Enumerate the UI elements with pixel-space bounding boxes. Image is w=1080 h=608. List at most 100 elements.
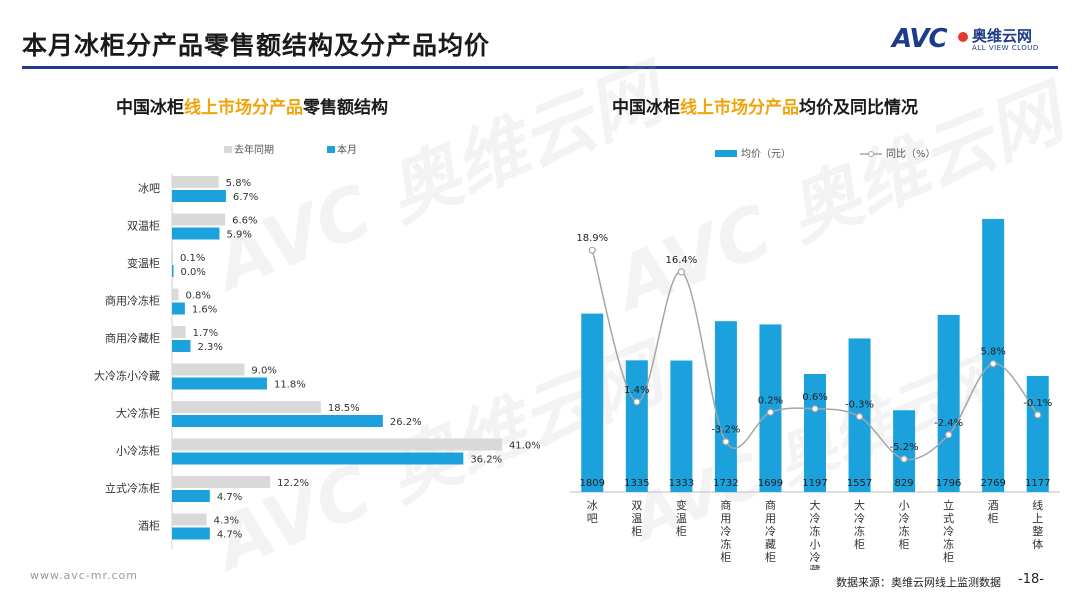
category-label-char: 冻 xyxy=(899,524,910,538)
category-label-char: 冻 xyxy=(810,524,821,538)
category-label-char: 冻 xyxy=(943,537,954,551)
left-title-prefix: 中国冰柜 xyxy=(116,98,184,118)
legend-marker-yoy xyxy=(868,151,874,157)
left-chart-title: 中国冰柜线上市场分产品零售额结构 xyxy=(116,93,388,118)
right-chart-title: 中国冰柜线上市场分产品均价及同比情况 xyxy=(612,93,918,118)
bar-avg-price xyxy=(804,373,826,492)
left-title-suffix: 零售额结构 xyxy=(303,98,388,118)
bar-avg-price xyxy=(1026,375,1049,492)
data-label-last-year: 5.8% xyxy=(226,178,251,189)
category-label-char: 双 xyxy=(631,499,642,512)
data-label-yoy: -2.4% xyxy=(934,418,963,429)
category-label-char: 式 xyxy=(943,512,954,525)
bar-avg-price xyxy=(625,360,648,492)
bar-current xyxy=(172,452,464,465)
bar-last-year xyxy=(172,513,207,526)
bar-avg-price xyxy=(893,410,916,492)
point-yoy xyxy=(900,455,908,463)
category-label-char: 柜 xyxy=(765,551,776,564)
category-label: 冰吧 xyxy=(138,182,160,195)
bar-current xyxy=(172,527,210,540)
data-label-yoy: 1.4% xyxy=(624,385,649,396)
bar-avg-price xyxy=(670,360,693,492)
footer-url: www.avc-mr.com xyxy=(30,569,138,582)
bar-last-year xyxy=(172,288,179,301)
legend-swatch-last-year xyxy=(224,146,232,153)
point-yoy xyxy=(677,268,685,276)
legend-label-last-year: 去年同期 xyxy=(234,143,274,156)
legend-label-yoy: 同比（%） xyxy=(886,148,936,160)
category-label-char: 柜 xyxy=(676,525,687,538)
bar-last-year xyxy=(172,251,173,263)
data-label-current: 11.8% xyxy=(274,380,306,391)
data-label-current: 26.2% xyxy=(390,417,422,428)
category-label-char: 冷 xyxy=(854,512,865,525)
data-label-yoy: 0.6% xyxy=(802,392,827,403)
category-label-char: 冷 xyxy=(720,525,731,538)
data-label-yoy: -5.2% xyxy=(890,442,919,453)
data-label-last-year: 12.2% xyxy=(277,478,309,489)
point-yoy xyxy=(633,398,641,406)
data-label-last-year: 0.1% xyxy=(180,253,205,264)
data-label-avg-price: 1333 xyxy=(669,478,694,489)
category-label-char: 体 xyxy=(1032,537,1043,551)
category-label-char: 冻 xyxy=(720,537,731,551)
bar-last-year xyxy=(172,213,226,226)
category-label-char: 冰 xyxy=(587,499,598,512)
avg-price-chart: 均价（元） 同比（%）1809冰吧1335双温柜1333变温柜1732商用冷冻柜1… xyxy=(570,148,1060,570)
bar-last-year xyxy=(172,176,219,188)
category-label-char: 冷 xyxy=(943,525,954,538)
bar-current xyxy=(172,302,185,315)
data-label-last-year: 1.7% xyxy=(193,328,218,339)
category-label-char: 柜 xyxy=(988,512,999,525)
category-label-char: 上 xyxy=(1032,512,1043,525)
logo-mark: AVC xyxy=(892,24,948,54)
bar-avg-price xyxy=(759,324,782,492)
footer-source: 数据来源：奥维云网线上监测数据 xyxy=(836,576,1001,589)
category-label: 立式冷冻柜 xyxy=(105,481,160,495)
point-yoy xyxy=(722,438,730,446)
right-title-highlight: 线上市场分产品 xyxy=(680,98,799,118)
category-label-char: 酒 xyxy=(988,499,999,512)
category-label-char: 小 xyxy=(810,538,821,551)
data-label-yoy: 16.4% xyxy=(665,255,697,266)
point-yoy xyxy=(588,246,596,254)
category-label-char: 变 xyxy=(676,498,687,512)
category-label-char: 用 xyxy=(720,512,731,525)
category-label-char: 藏 xyxy=(765,538,776,551)
category-label-char: 藏 xyxy=(810,564,821,570)
data-label-current: 5.9% xyxy=(226,230,251,241)
bar-avg-price xyxy=(714,321,737,492)
left-title-highlight: 线上市场分产品 xyxy=(184,98,303,118)
point-yoy xyxy=(1034,411,1042,419)
header-rule xyxy=(22,66,1058,69)
logo-dot xyxy=(958,32,968,42)
data-label-yoy: -3.2% xyxy=(711,425,740,436)
bar-current xyxy=(172,265,174,277)
category-label-char: 大 xyxy=(854,498,865,512)
data-label-avg-price: 1699 xyxy=(758,478,783,489)
category-label-char: 线 xyxy=(1032,498,1043,512)
category-label: 商用冷冻柜 xyxy=(105,294,160,308)
point-yoy xyxy=(811,405,819,413)
legend-swatch-avg-price xyxy=(715,150,737,157)
data-label-last-year: 0.8% xyxy=(185,291,210,302)
bar-last-year xyxy=(172,438,502,451)
legend-swatch-current xyxy=(327,146,335,153)
right-title-suffix: 均价及同比情况 xyxy=(799,98,918,118)
data-label-avg-price: 2769 xyxy=(980,478,1005,489)
bar-current xyxy=(172,415,383,427)
line-yoy xyxy=(591,249,1039,461)
category-label-char: 冷 xyxy=(810,512,821,525)
data-label-avg-price: 829 xyxy=(895,478,914,489)
category-label: 大冷冻小冷藏 xyxy=(94,369,160,383)
category-label-char: 温 xyxy=(676,512,687,525)
data-label-avg-price: 1177 xyxy=(1025,478,1050,489)
category-label-char: 冷 xyxy=(765,525,776,538)
bar-current xyxy=(172,490,210,502)
category-label-char: 柜 xyxy=(631,525,642,538)
legend-label-avg-price: 均价（元） xyxy=(741,148,791,160)
data-label-current: 4.7% xyxy=(217,492,242,503)
category-label-char: 立 xyxy=(943,498,954,512)
